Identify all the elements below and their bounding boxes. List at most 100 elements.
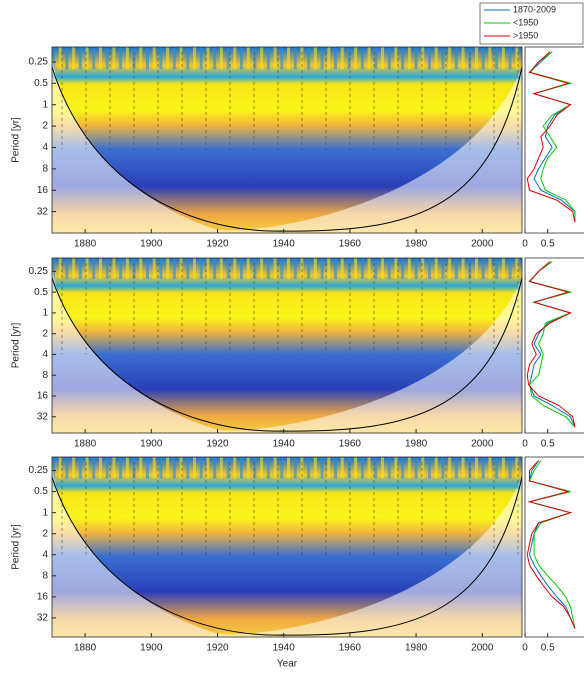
speckle [327,47,331,70]
speckle [119,457,123,479]
y-tick-label: 2 [42,121,48,132]
speckle [394,47,398,70]
speckle [374,457,378,479]
speckle [354,258,358,279]
x-tick-label: 1880 [74,439,97,450]
speckle [468,457,472,479]
speckle [52,47,55,70]
speckle [495,47,499,70]
speckle [92,457,96,479]
speckle [92,47,96,70]
speckle [72,47,76,70]
speckle [307,457,311,479]
speckle [300,258,304,279]
speckle [394,457,398,479]
cone-line [52,476,522,636]
speckle [186,47,190,70]
speckle [273,457,277,479]
speckle [360,47,364,70]
speckle [186,457,190,479]
wavelet-field [52,457,522,637]
speckle [125,258,129,279]
speckle [367,258,371,279]
speckle [448,258,452,279]
y-tick-label: 0.5 [34,78,48,89]
speckle [246,258,250,279]
speckle [233,258,237,279]
speckle [347,457,351,479]
speckle [152,258,156,279]
speckle [246,457,250,479]
speckle [240,457,243,479]
speckle [72,457,76,479]
y-tick-label: 0.25 [29,266,49,277]
y-tick-label: 0.25 [29,465,49,476]
speckle [273,47,277,70]
speckle [475,47,478,70]
speckle [481,47,485,70]
speckle [461,457,465,479]
y-axis-label: Period [yr] [11,524,22,570]
side-x-tick-label: 0.5 [541,643,555,654]
speckle [407,258,411,279]
speckle [85,258,89,279]
speckle [381,47,384,70]
speckle [199,258,203,279]
x-tick-label: 1980 [405,643,428,654]
speckle [448,47,452,70]
x-tick-label: 1940 [273,239,296,250]
speckle [481,258,485,279]
speckle [320,258,324,279]
spectrum-line [528,51,576,223]
speckle [233,457,237,479]
speckle [307,47,311,70]
speckle [340,457,344,479]
speckle [401,47,405,70]
speckle [407,457,411,479]
speckle [78,47,82,70]
speckle [334,258,337,279]
speckle [414,258,418,279]
plot-frame [51,46,523,234]
side-x-tick-label: 0.5 [541,239,555,250]
speckle [146,258,149,279]
speckle [226,47,230,70]
speckle [246,47,250,70]
x-tick-label: 1920 [206,643,229,654]
cone-line [52,66,522,232]
speckle [495,258,499,279]
speckle [428,258,431,279]
speckle [125,47,129,70]
speckle [78,457,82,479]
speckle [300,457,304,479]
speckle [320,457,324,479]
x-tick-label: 1920 [206,239,229,250]
speckle [193,457,196,479]
speckle [334,457,337,479]
cone-outside [52,457,522,637]
y-tick-label: 32 [37,206,49,217]
speckle [58,258,62,279]
x-tick-label: 2000 [471,239,494,250]
speckle [448,457,452,479]
speckle [475,258,478,279]
speckle [206,47,210,70]
y-tick-label: 2 [42,328,48,339]
speckle [334,47,337,70]
speckle [139,457,143,479]
speckle [394,258,398,279]
speckle [78,258,82,279]
speckle [488,258,492,279]
legend-label: 1870-2009 [513,4,556,14]
speckle [387,457,391,479]
x-tick-label: 1880 [74,643,97,654]
speckle [253,47,257,70]
y-tick-label: 8 [42,163,48,174]
speckle [287,47,290,70]
speckle [65,258,69,279]
x-tick-label: 1960 [339,239,362,250]
speckle [501,457,505,479]
y-tick-label: 1 [42,507,48,518]
y-tick-label: 0.25 [29,57,49,68]
speckle [488,457,492,479]
